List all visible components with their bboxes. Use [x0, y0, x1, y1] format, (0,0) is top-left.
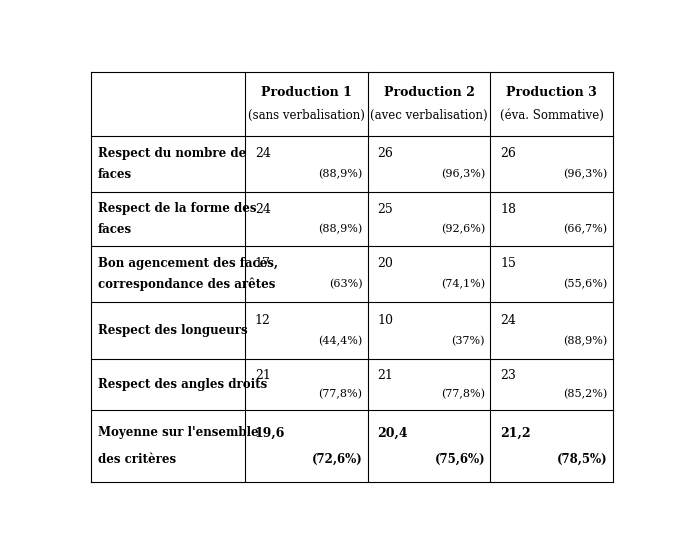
Text: (74,1%): (74,1%) — [441, 279, 485, 289]
Text: 19,6: 19,6 — [255, 427, 285, 440]
Text: 10: 10 — [377, 314, 394, 327]
Text: 26: 26 — [377, 147, 393, 160]
Text: 26: 26 — [500, 147, 516, 160]
Text: 18: 18 — [500, 203, 516, 216]
Text: Respect de la forme des: Respect de la forme des — [98, 203, 256, 215]
Text: faces: faces — [98, 169, 132, 181]
Text: (88,9%): (88,9%) — [318, 223, 363, 234]
Text: 21: 21 — [255, 369, 271, 382]
Text: (78,5%): (78,5%) — [557, 453, 607, 466]
Text: (37%): (37%) — [451, 335, 485, 346]
Text: correspondance des arêtes: correspondance des arêtes — [98, 278, 275, 292]
Text: (72,6%): (72,6%) — [312, 453, 363, 466]
Text: (55,6%): (55,6%) — [563, 279, 607, 289]
Text: (sans verbalisation): (sans verbalisation) — [248, 109, 365, 122]
Text: Production 3: Production 3 — [506, 86, 597, 99]
Text: (88,9%): (88,9%) — [563, 335, 607, 346]
Text: 12: 12 — [255, 314, 271, 327]
Text: 23: 23 — [500, 369, 516, 382]
Text: (96,3%): (96,3%) — [441, 169, 485, 180]
Text: Production 1: Production 1 — [261, 86, 352, 99]
Text: Production 2: Production 2 — [383, 86, 475, 99]
Text: Moyenne sur l'ensemble: Moyenne sur l'ensemble — [98, 426, 258, 439]
Text: 20: 20 — [377, 257, 393, 270]
Text: (avec verbalisation): (avec verbalisation) — [370, 109, 488, 122]
Text: (77,8%): (77,8%) — [318, 389, 363, 399]
Text: faces: faces — [98, 223, 132, 236]
Text: (75,6%): (75,6%) — [434, 453, 485, 466]
Text: (92,6%): (92,6%) — [441, 223, 485, 234]
Text: Respect du nombre de: Respect du nombre de — [98, 147, 246, 160]
Text: 24: 24 — [255, 147, 271, 160]
Text: Bon agencement des faces,: Bon agencement des faces, — [98, 257, 278, 270]
Text: 17: 17 — [255, 257, 271, 270]
Text: (77,8%): (77,8%) — [441, 389, 485, 399]
Text: 24: 24 — [255, 203, 271, 216]
Text: 24: 24 — [500, 314, 516, 327]
Text: (88,9%): (88,9%) — [318, 169, 363, 180]
Text: Respect des angles droits: Respect des angles droits — [98, 378, 267, 391]
Text: 25: 25 — [377, 203, 393, 216]
Text: 21: 21 — [377, 369, 393, 382]
Text: (44,4%): (44,4%) — [318, 335, 363, 346]
Text: (63%): (63%) — [329, 279, 363, 289]
Text: Respect des longueurs: Respect des longueurs — [98, 324, 247, 337]
Text: (éva. Sommative): (éva. Sommative) — [499, 109, 604, 122]
Text: (85,2%): (85,2%) — [563, 389, 607, 399]
Text: des critères: des critères — [98, 453, 176, 467]
Text: 20,4: 20,4 — [377, 427, 408, 440]
Text: 15: 15 — [500, 257, 516, 270]
Text: (66,7%): (66,7%) — [563, 223, 607, 234]
Text: (96,3%): (96,3%) — [563, 169, 607, 180]
Text: 21,2: 21,2 — [500, 427, 530, 440]
